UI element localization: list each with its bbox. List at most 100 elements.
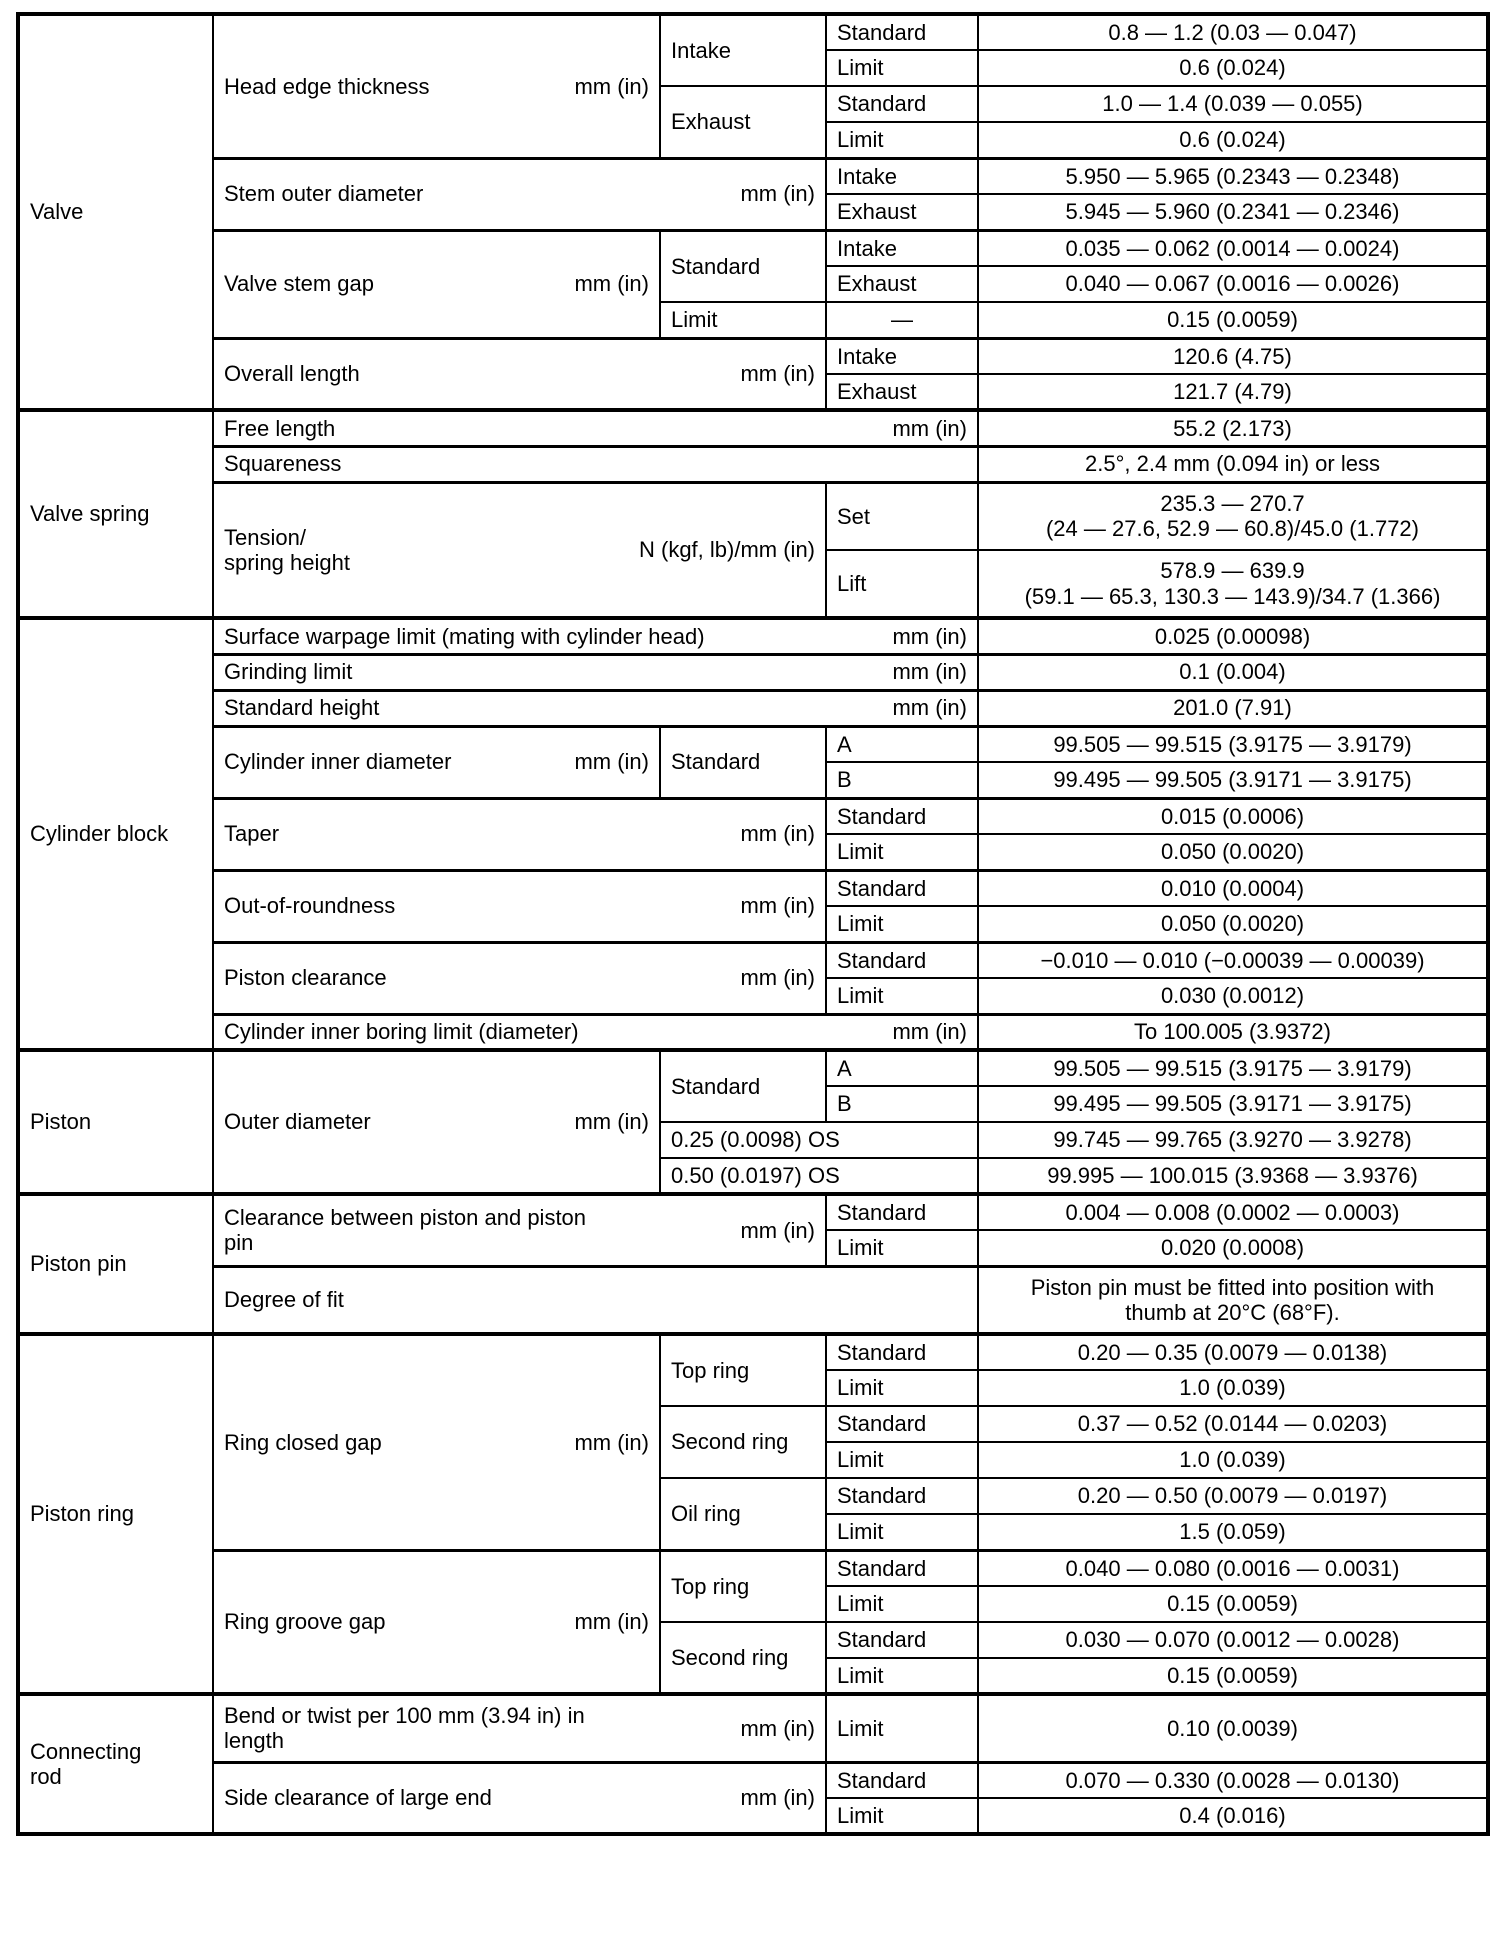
value-cell: 5.945 — 5.960 (0.2341 — 0.2346) [977, 193, 1489, 231]
sub-label-dash: — [825, 301, 979, 339]
sub-label-limit: Limit [825, 121, 979, 159]
sub-label-exhaust: Exhaust [825, 373, 979, 411]
sub-label-oversize-050: 0.50 (0.0197) OS [659, 1157, 979, 1195]
table-row: Valve Head edge thickness mm (in) Intake… [17, 13, 1489, 411]
item-name: Bend or twist per 100 mm (3.94 in) in le… [224, 1703, 585, 1754]
value-cell: 0.1 (0.004) [977, 652, 1489, 691]
value-cell: 0.15 (0.0059) [977, 301, 1489, 339]
value-cell: 0.004 — 0.008 (0.0002 — 0.0003) [977, 1192, 1489, 1231]
table-row: Limit 0.6 (0.024) [18, 49, 1489, 87]
value-cell: 0.10 (0.0039) [977, 1692, 1489, 1763]
item-name: Standard height [224, 695, 380, 721]
value-cell: 0.6 (0.024) [977, 121, 1489, 159]
table-row: Exhaust 0.040 — 0.067 (0.0016 — 0.0026) [18, 265, 1489, 303]
table-row: Valve stem gap mm (in) Standard Intake 0… [18, 228, 1489, 339]
item-name: Surface warpage limit (mating with cylin… [224, 623, 705, 649]
item-wrap: Out-of-roundness mm (in) [224, 893, 815, 918]
sub-label-limit: Limit [825, 1369, 979, 1407]
value-cell: Piston pin must be fitted into position … [977, 1264, 1489, 1335]
sub-label-standard: Standard [825, 1192, 979, 1231]
value-cell: 0.050 (0.0020) [977, 833, 1489, 871]
value-cell: 55.2 (2.173) [977, 408, 1489, 447]
table-row: Out-of-roundness mm (in) Standard 0.010 … [18, 868, 1489, 943]
item-unit: mm (in) [892, 695, 967, 721]
value-cell: 99.495 — 99.505 (3.9171 — 3.9175) [977, 1085, 1489, 1123]
item-squareness: Squareness [212, 444, 979, 483]
sub-label-limit: Limit [825, 977, 979, 1015]
item-unit: mm (in) [574, 1109, 649, 1135]
value-cell: 121.7 (4.79) [977, 373, 1489, 411]
table-row: Second ring Standard 0.37 — 0.52 (0.0144… [18, 1405, 1489, 1479]
item-free-length: Free length mm (in) [212, 408, 979, 447]
value-cell: 0.025 (0.00098) [977, 616, 1489, 655]
item-side-clearance-large-end: Side clearance of large end mm (in) [212, 1760, 827, 1835]
value-cell: 578.9 — 639.9 (59.1 — 65.3, 130.3 — 143.… [977, 549, 1489, 619]
item-name: Head edge thickness [224, 73, 430, 99]
value-cell: 0.010 (0.0004) [977, 868, 1489, 907]
value-cell: 0.20 — 0.35 (0.0079 — 0.0138) [977, 1332, 1489, 1371]
sub-label-exhaust: Exhaust [825, 193, 979, 231]
table-row: Exhaust 5.945 — 5.960 (0.2341 — 0.2346) [18, 193, 1489, 231]
value-cell: 120.6 (4.75) [977, 336, 1489, 375]
sub-label-grade-b: B [825, 1085, 979, 1123]
value-cell: 0.035 — 0.062 (0.0014 — 0.0024) [977, 228, 1489, 267]
sub-label-intake: Intake [825, 156, 979, 195]
table-row: Connecting rod Bend or twist per 100 mm … [17, 1692, 1489, 1835]
value-cell: 0.070 — 0.330 (0.0028 — 0.0130) [977, 1760, 1489, 1799]
item-surface-warpage-limit: Surface warpage limit (mating with cylin… [212, 616, 979, 655]
value-cell: −0.010 — 0.010 (−0.00039 — 0.00039) [977, 940, 1489, 979]
item-head-edge-thickness: Head edge thickness mm (in) [212, 13, 661, 159]
item-name: Ring closed gap [224, 1429, 382, 1455]
table-row: Overall length mm (in) Intake 120.6 (4.7… [18, 336, 1489, 411]
item-name: Overall length [224, 361, 360, 387]
table-row: Limit 1.5 (0.059) [18, 1513, 1489, 1551]
sub-label-standard: Standard [825, 1405, 979, 1443]
value-cell: 1.5 (0.059) [977, 1513, 1489, 1551]
category-connecting-rod: Connecting rod [17, 1692, 214, 1835]
sub-label-standard: Standard [659, 228, 827, 303]
table-row: Cylinder block Surface warpage limit (ma… [17, 616, 1489, 1051]
sub-label-standard: Standard [825, 1760, 979, 1799]
sub-label-limit: Limit [825, 1657, 979, 1695]
item-name: Valve stem gap [224, 271, 375, 297]
category-cylinder-block: Cylinder block [17, 616, 214, 1051]
item-name: Ring groove gap [224, 1609, 386, 1635]
item-wrap: Overall length mm (in) [224, 361, 815, 386]
value-cell: 99.505 — 99.515 (3.9175 — 3.9179) [977, 1048, 1489, 1087]
value-cell: 0.15 (0.0059) [977, 1585, 1489, 1623]
item-unit: mm (in) [740, 965, 815, 991]
sub-label-limit: Limit [659, 301, 827, 339]
table-row: Stem outer diameter mm (in) Intake 5.950… [18, 156, 1489, 231]
item-unit: mm (in) [892, 415, 967, 441]
item-name: Clearance between piston and piston pin [224, 1205, 587, 1256]
category-valve-spring: Valve spring [17, 408, 214, 619]
value-cell: 0.050 (0.0020) [977, 905, 1489, 943]
sub-label-grade-b: B [825, 761, 979, 799]
sub-label-limit: Limit [825, 1513, 979, 1551]
table-row: 0.50 (0.0197) OS 99.995 — 100.015 (3.936… [18, 1157, 1489, 1195]
sub-label-standard: Standard [659, 724, 827, 799]
item-unit: mm (in) [740, 1785, 815, 1811]
item-wrap: Ring groove gap mm (in) [224, 1609, 649, 1634]
item-wrap: Free length mm (in) [224, 416, 967, 441]
value-cell: 5.950 — 5.965 (0.2343 — 0.2348) [977, 156, 1489, 195]
sub-label-set: Set [825, 480, 979, 551]
value-cell: 0.15 (0.0059) [977, 1657, 1489, 1695]
table-row: Standard height mm (in) 201.0 (7.91) [18, 688, 1489, 727]
item-unit: mm (in) [892, 1019, 967, 1045]
item-unit: mm (in) [740, 1715, 815, 1741]
category-piston-ring: Piston ring [17, 1332, 214, 1695]
item-unit: mm (in) [892, 659, 967, 685]
table-row: Cylinder inner boring limit (diameter) m… [18, 1012, 1489, 1051]
table-row: Limit 0.020 (0.0008) [18, 1229, 1489, 1267]
item-name: Out-of-roundness [224, 893, 396, 919]
item-wrap: Stem outer diameter mm (in) [224, 181, 815, 206]
item-name: Side clearance of large end [224, 1785, 492, 1811]
item-tension-spring-height: Tension/ spring height N (kgf, lb)/mm (i… [212, 480, 827, 619]
value-cell: 0.030 (0.0012) [977, 977, 1489, 1015]
value-cell: 0.20 — 0.50 (0.0079 — 0.0197) [977, 1477, 1489, 1515]
value-cell: 0.020 (0.0008) [977, 1229, 1489, 1267]
item-unit: mm (in) [740, 821, 815, 847]
table-row: Limit 1.0 (0.039) [18, 1369, 1489, 1407]
sub-label-standard: Standard [825, 85, 979, 123]
